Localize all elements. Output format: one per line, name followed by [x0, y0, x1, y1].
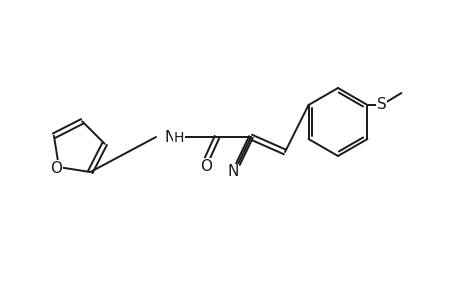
Text: N: N: [164, 130, 175, 145]
Text: N: N: [227, 164, 238, 179]
Text: O: O: [200, 158, 212, 173]
Text: S: S: [376, 97, 386, 112]
Text: H: H: [174, 131, 184, 145]
Text: O: O: [50, 160, 62, 175]
